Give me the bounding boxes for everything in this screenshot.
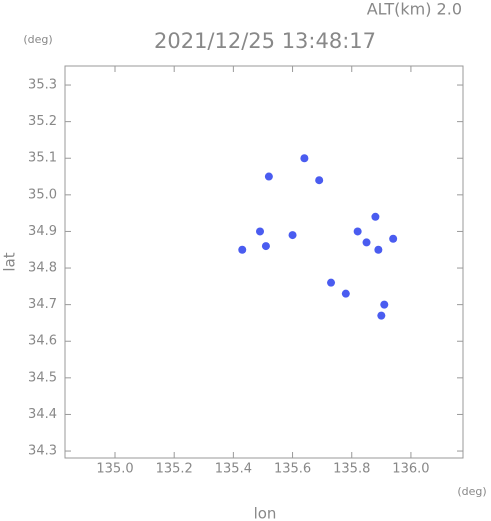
echo-cell [389, 234, 398, 243]
y-axis-label: lat [1, 252, 19, 271]
echo-cell [300, 154, 309, 163]
echo-cell [327, 278, 336, 287]
y-tick-label: 35.2 [28, 114, 57, 129]
y-tick-label: 34.6 [28, 334, 57, 349]
echo-cell [353, 227, 362, 236]
x-unit: (deg) [457, 485, 486, 498]
chart-title: 2021/12/25 13:48:17 [154, 29, 376, 53]
x-tick-label: 135.2 [156, 462, 193, 477]
x-axis-label: lon [254, 505, 277, 521]
y-tick-label: 35.1 [28, 151, 57, 166]
y-unit: (deg) [23, 33, 52, 46]
x-tick-label: 136.0 [392, 462, 429, 477]
y-tick-label: 34.3 [28, 444, 57, 459]
echo-cell [256, 227, 265, 236]
echo-cell [374, 245, 383, 254]
y-tick-label: 34.4 [28, 407, 57, 422]
echo-cell [362, 238, 371, 247]
y-tick-label: 35.0 [28, 187, 57, 202]
echo-cell [380, 300, 389, 309]
y-tick-label: 34.9 [28, 224, 57, 239]
echo-cell [261, 242, 270, 251]
echo-cell [341, 289, 350, 298]
echo-cell [371, 212, 380, 221]
x-tick-label: 135.0 [96, 462, 133, 477]
x-tick-label: 135.8 [333, 462, 370, 477]
plot-frame [64, 65, 464, 459]
y-tick-label: 34.7 [28, 297, 57, 312]
y-tick-label: 34.5 [28, 370, 57, 385]
echo-cell [238, 245, 247, 254]
echo-cell [288, 231, 297, 240]
x-tick-label: 135.4 [215, 462, 252, 477]
y-tick-label: 35.3 [28, 78, 57, 93]
echo-cell [264, 172, 273, 181]
y-tick-label: 34.8 [28, 261, 57, 276]
x-tick-label: 135.6 [274, 462, 311, 477]
echo-cell [315, 176, 324, 185]
echo-cell [377, 311, 386, 320]
altitude-label: ALT(km) 2.0 [367, 0, 462, 19]
